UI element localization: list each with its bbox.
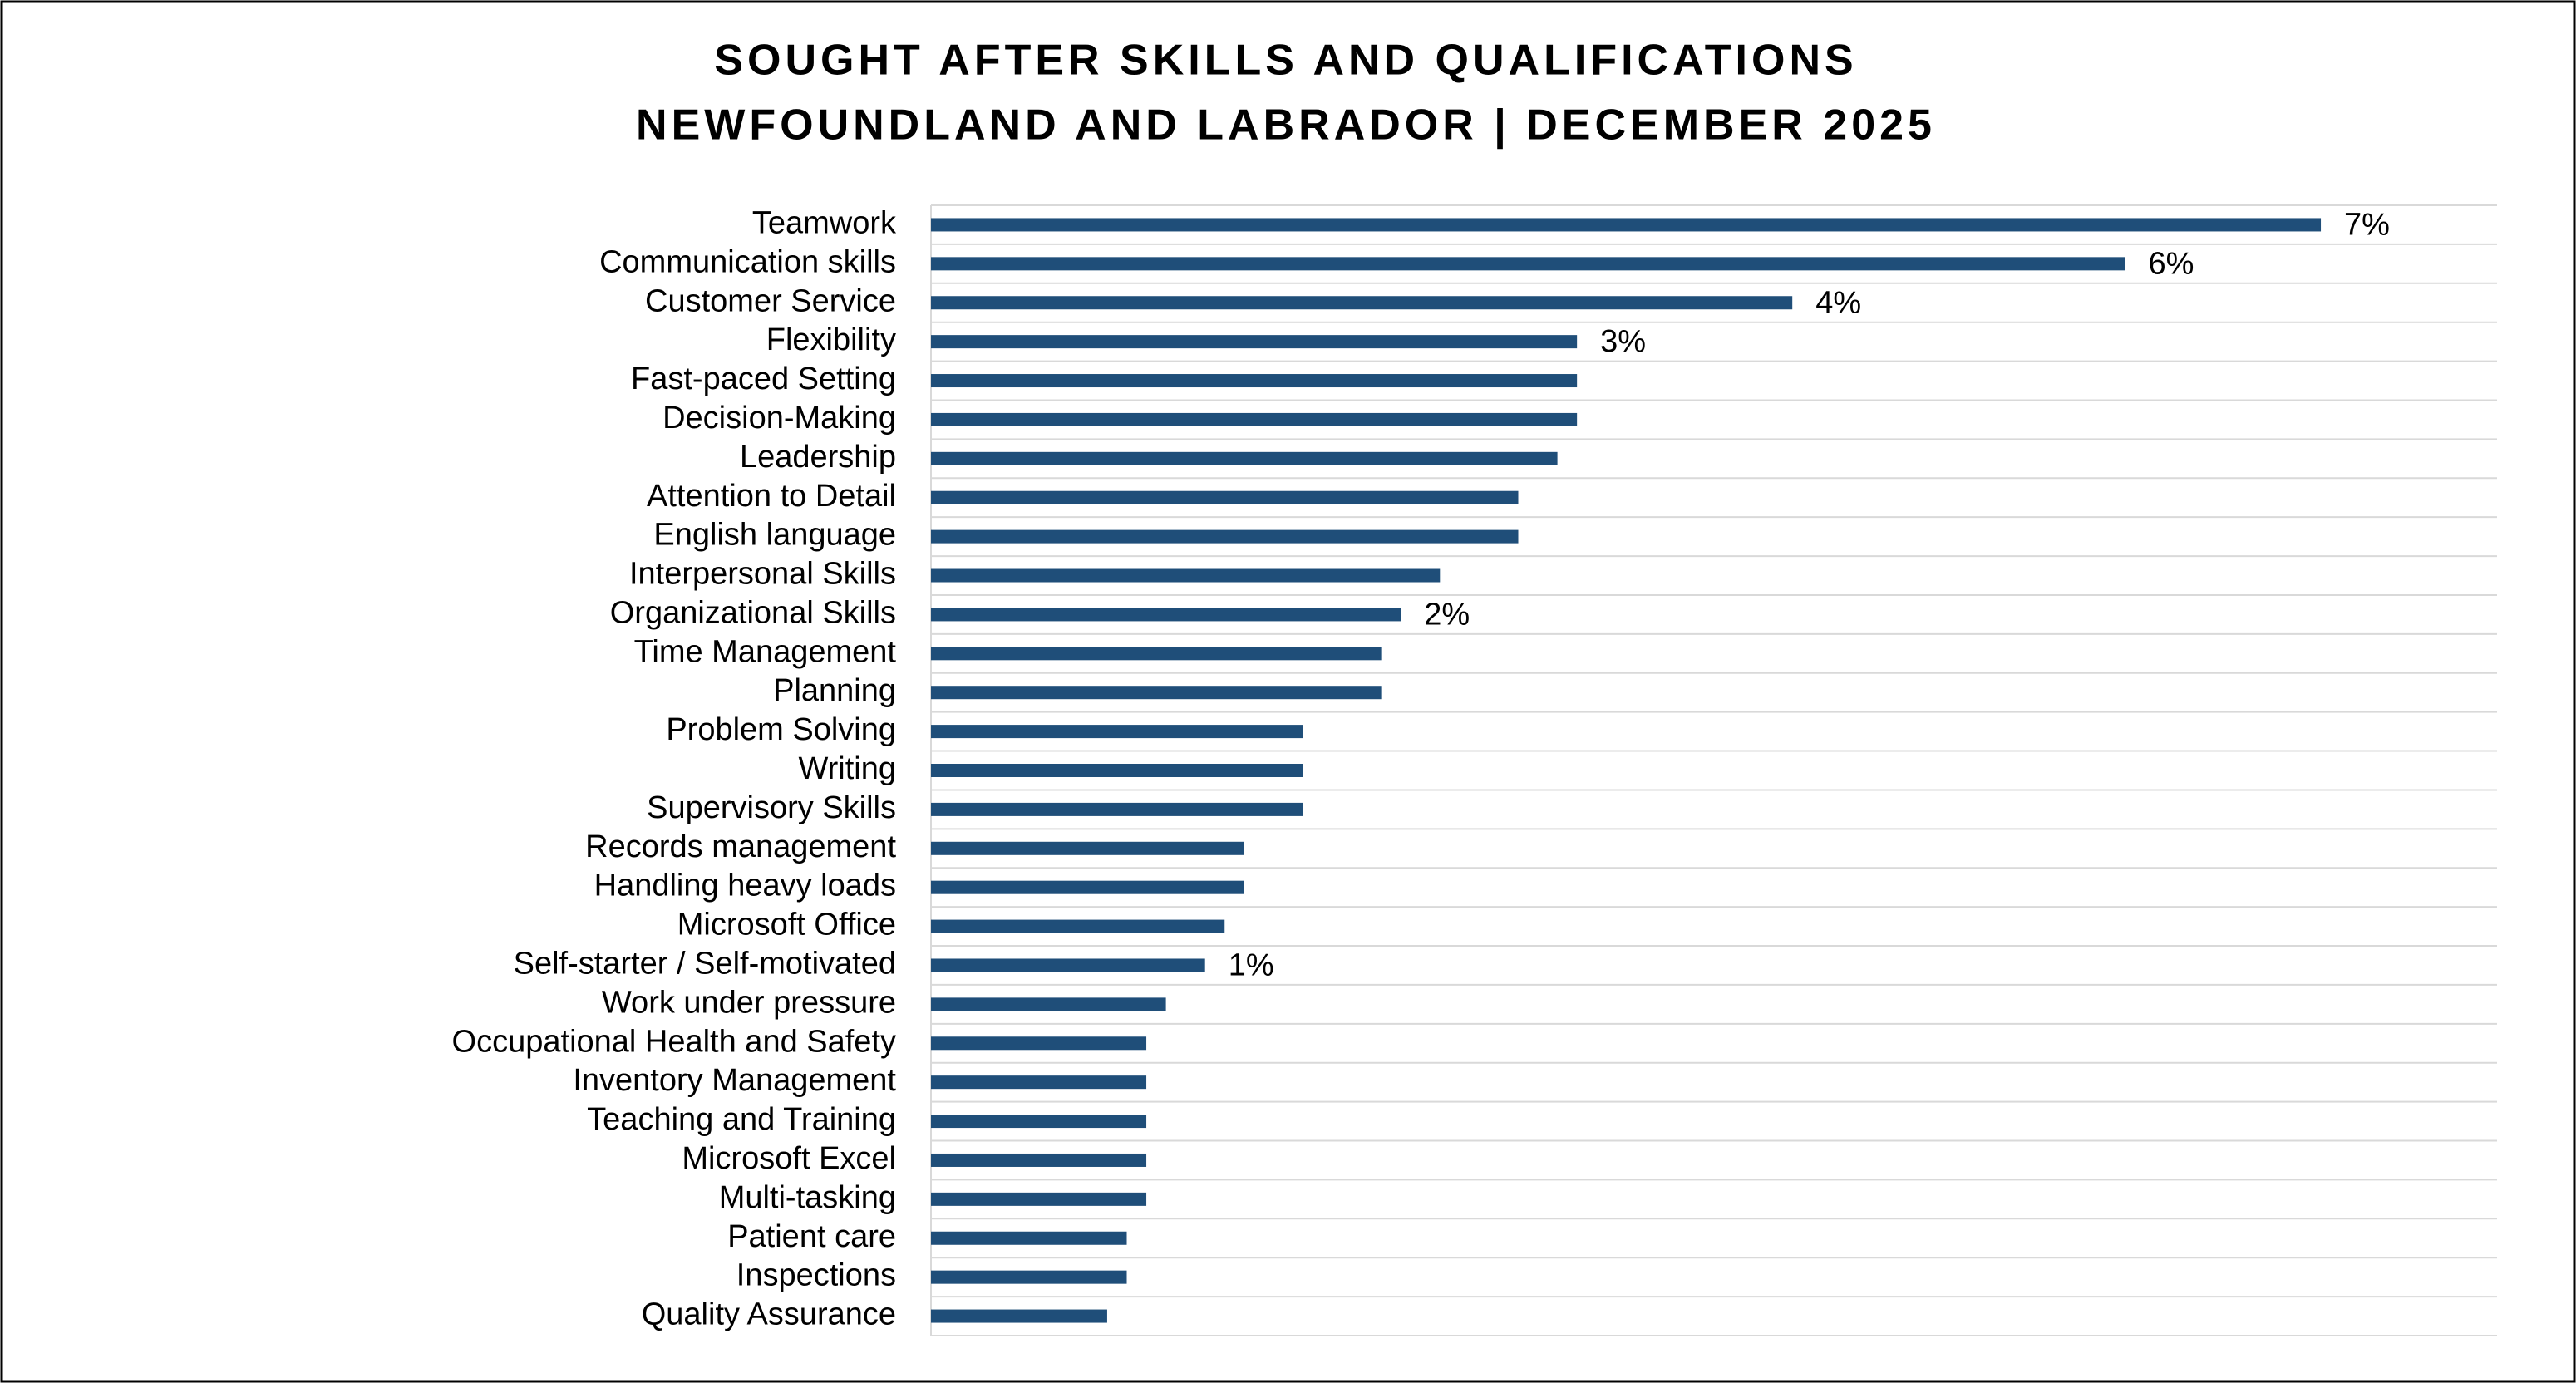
y-tick-label: Writing bbox=[798, 751, 896, 786]
y-tick-label: Occupational Health and Safety bbox=[452, 1024, 896, 1059]
bar bbox=[931, 568, 1441, 583]
bar bbox=[931, 725, 1303, 739]
y-tick-label: Communication skills bbox=[599, 244, 896, 279]
y-tick-label: Customer Service bbox=[645, 283, 896, 318]
y-tick-label: Patient care bbox=[727, 1219, 896, 1254]
y-tick-label: Microsoft Office bbox=[677, 908, 896, 943]
bar bbox=[931, 257, 2125, 271]
y-tick-label: Quality Assurance bbox=[642, 1297, 896, 1332]
bar bbox=[931, 1192, 1147, 1206]
y-tick-label: Problem Solving bbox=[666, 712, 896, 747]
y-tick-label: Handling heavy loads bbox=[594, 869, 896, 903]
bar bbox=[931, 958, 1205, 972]
data-label: 2% bbox=[1424, 597, 1470, 632]
bar bbox=[931, 1075, 1147, 1090]
bar bbox=[931, 841, 1244, 855]
bar bbox=[931, 764, 1303, 777]
chart-title: SOUGHT AFTER SKILLS AND QUALIFICATIONS bbox=[714, 37, 1857, 85]
data-label: 4% bbox=[1815, 285, 1861, 320]
bar bbox=[931, 880, 1244, 894]
bar bbox=[931, 1309, 1107, 1323]
bar bbox=[931, 1231, 1127, 1245]
y-tick-label: Fast-paced Setting bbox=[631, 362, 896, 396]
data-label: 3% bbox=[1600, 324, 1646, 359]
bar bbox=[931, 335, 1578, 349]
bar bbox=[931, 1270, 1127, 1284]
y-tick-label: Supervisory Skills bbox=[647, 790, 896, 825]
data-label: 1% bbox=[1229, 948, 1274, 983]
bar bbox=[931, 608, 1401, 622]
bar bbox=[931, 490, 1519, 504]
bar bbox=[931, 647, 1382, 661]
y-tick-label: Planning bbox=[773, 673, 896, 708]
y-tick-label: Teamwork bbox=[752, 205, 897, 240]
bar bbox=[931, 802, 1303, 816]
bar bbox=[931, 919, 1225, 933]
bar bbox=[931, 1036, 1147, 1051]
data-label: 6% bbox=[2149, 246, 2194, 281]
bar bbox=[931, 451, 1558, 465]
y-tick-label: Time Management bbox=[634, 634, 897, 669]
bar bbox=[931, 1153, 1147, 1167]
y-tick-label: Leadership bbox=[740, 440, 896, 475]
y-tick-label: Teaching and Training bbox=[587, 1102, 896, 1137]
y-tick-label: Interpersonal Skills bbox=[629, 557, 896, 592]
y-tick-label: Organizational Skills bbox=[610, 595, 896, 630]
y-tick-label: Inspections bbox=[736, 1258, 896, 1293]
y-tick-label: Decision-Making bbox=[662, 401, 896, 436]
chart-subtitle: NEWFOUNDLAND AND LABRADOR | DECEMBER 202… bbox=[636, 101, 1936, 150]
y-tick-label: Inventory Management bbox=[573, 1063, 896, 1098]
bar bbox=[931, 686, 1382, 700]
y-tick-label: Flexibility bbox=[766, 322, 896, 357]
y-tick-label: English language bbox=[653, 518, 896, 553]
y-tick-label: Microsoft Excel bbox=[682, 1141, 896, 1176]
bar bbox=[931, 529, 1519, 544]
y-tick-label: Work under pressure bbox=[602, 985, 896, 1020]
y-tick-label: Multi-tasking bbox=[719, 1180, 896, 1215]
data-label: 7% bbox=[2344, 207, 2390, 242]
y-tick-label: Attention to Detail bbox=[647, 479, 896, 514]
y-tick-label: Records management bbox=[585, 829, 896, 864]
y-tick-label: Self-starter / Self-motivated bbox=[514, 947, 896, 982]
bar bbox=[931, 1115, 1147, 1129]
bar bbox=[931, 412, 1578, 426]
bar bbox=[931, 374, 1578, 388]
bar bbox=[931, 296, 1793, 310]
bar bbox=[931, 218, 2322, 232]
bar bbox=[931, 997, 1166, 1011]
